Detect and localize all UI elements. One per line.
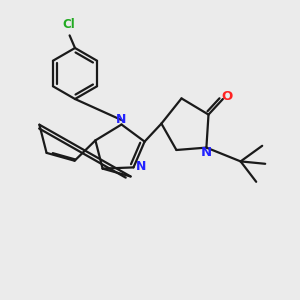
Text: N: N xyxy=(201,146,212,160)
Text: O: O xyxy=(221,89,233,103)
Text: N: N xyxy=(116,112,127,126)
Text: Cl: Cl xyxy=(62,18,75,31)
Text: N: N xyxy=(136,160,146,173)
